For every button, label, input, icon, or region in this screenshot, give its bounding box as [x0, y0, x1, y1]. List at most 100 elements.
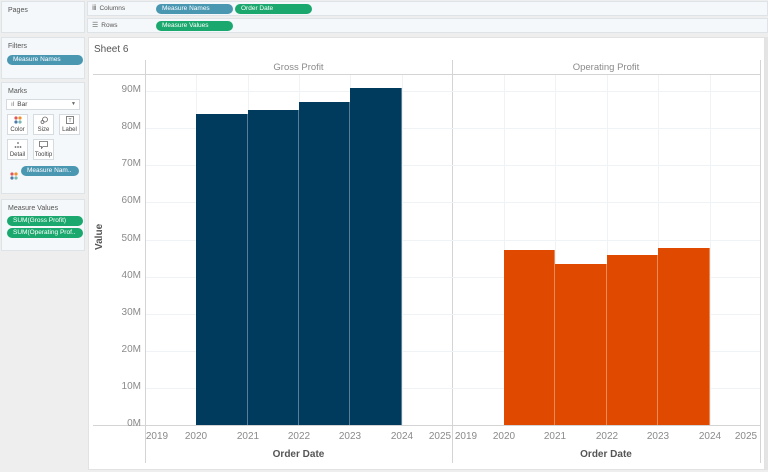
- x-axis-title-right: Order Date: [580, 449, 632, 460]
- y-axis-title: Value: [94, 223, 105, 250]
- columns-label: ⅲ Columns: [92, 5, 126, 12]
- label-label: Label: [62, 127, 77, 133]
- color-dots-icon: [8, 116, 27, 126]
- svg-text:T: T: [68, 118, 71, 124]
- pane-header-operating-profit: Operating Profit: [572, 62, 640, 73]
- x-tick-label: 2019: [145, 431, 169, 442]
- pane-right-edge: [760, 60, 761, 463]
- pane-divider: [452, 60, 453, 463]
- detail-button[interactable]: Detail: [7, 139, 28, 160]
- columns-shelf[interactable]: ⅲ Columns Measure Names Order Date: [87, 1, 768, 16]
- gridline-vertical: [710, 75, 711, 425]
- x-tick-label: 2024: [390, 431, 414, 442]
- gridline-horizontal: [146, 350, 760, 352]
- size-icon: [34, 116, 53, 126]
- y-tick-label: 10M: [121, 380, 141, 392]
- vertical-scrollbar[interactable]: [765, 37, 768, 470]
- x-tick-label: 2025: [734, 431, 758, 442]
- y-tick-label: 50M: [121, 232, 141, 244]
- tooltip-button[interactable]: Tooltip: [33, 139, 54, 160]
- y-tick-label: 0M: [127, 418, 141, 429]
- rows-label: ☰ Rows: [92, 22, 118, 29]
- column-pill-order-date[interactable]: Order Date: [235, 4, 312, 14]
- gridline-horizontal: [146, 239, 760, 241]
- filters-title: Filters: [8, 43, 28, 50]
- bar-gross-profit-2021[interactable]: [248, 110, 299, 425]
- column-pill-measure-names[interactable]: Measure Names: [156, 4, 233, 14]
- y-axis-line: [145, 60, 146, 463]
- color-encoding-icon: [10, 167, 18, 185]
- gridline-horizontal: [146, 91, 760, 93]
- x-tick-label: 2022: [595, 431, 619, 442]
- marks-title: Marks: [8, 88, 28, 95]
- x-axis-title-left: Order Date: [272, 449, 325, 460]
- bar-operating-profit-2021[interactable]: [555, 263, 607, 425]
- tooltip-icon: [34, 141, 53, 151]
- gridline-horizontal: [146, 387, 760, 389]
- y-tick-label: 30M: [121, 306, 141, 318]
- x-tick-label: 2023: [646, 431, 670, 442]
- pages-card[interactable]: Pages: [1, 1, 85, 33]
- chevron-down-icon: ▼: [71, 101, 76, 107]
- rows-icon: ☰: [92, 22, 99, 29]
- gridline-horizontal: [146, 202, 760, 204]
- gridline-horizontal: [146, 313, 760, 315]
- columns-icon: ⅲ: [92, 5, 97, 12]
- pages-title: Pages: [8, 7, 28, 14]
- x-tick-label: 2023: [338, 431, 362, 442]
- size-button[interactable]: Size: [33, 114, 54, 135]
- bar-operating-profit-2022[interactable]: [607, 254, 658, 425]
- color-pill-measure-names[interactable]: Measure Nam..: [21, 166, 79, 176]
- y-tick-label: 90M: [121, 84, 141, 96]
- bar-operating-profit-2020[interactable]: [504, 249, 555, 425]
- bar-gross-profit-2023[interactable]: [350, 88, 402, 425]
- x-tick-label: 2019: [454, 431, 478, 442]
- x-tick-label: 2021: [543, 431, 567, 442]
- sheet-title: Sheet 6: [94, 44, 129, 55]
- measure-pill-operating-profit[interactable]: SUM(Operating Prof..: [7, 228, 83, 238]
- measure-values-title: Measure Values: [8, 205, 59, 212]
- color-button[interactable]: Color: [7, 114, 28, 135]
- x-tick-label: 2020: [184, 431, 208, 442]
- bar-chart-icon: ıl: [11, 101, 15, 108]
- tooltip-label: Tooltip: [34, 152, 53, 158]
- gridline-vertical: [402, 75, 403, 425]
- x-tick-label: 2024: [698, 431, 722, 442]
- mark-type-dropdown[interactable]: ıl Bar ▼: [6, 99, 80, 110]
- color-label: Color: [10, 127, 25, 133]
- gridline-vertical: [555, 75, 556, 425]
- label-icon: T: [60, 116, 79, 126]
- bar-gross-profit-2020[interactable]: [196, 114, 248, 425]
- bar-operating-profit-2023[interactable]: [658, 248, 710, 425]
- y-tick-label: 40M: [121, 269, 141, 281]
- y-tick-label: 80M: [121, 121, 141, 133]
- gridline-vertical: [607, 75, 608, 425]
- y-tick-label: 60M: [121, 195, 141, 207]
- rows-shelf[interactable]: ☰ Rows Measure Values: [87, 18, 768, 33]
- size-label: Size: [37, 127, 50, 133]
- detail-label: Detail: [9, 152, 26, 158]
- filter-pill-measure-names[interactable]: Measure Names: [7, 55, 83, 65]
- x-tick-label: 2022: [287, 431, 311, 442]
- measure-values-card: Measure Values SUM(Gross Profit) SUM(Ope…: [1, 199, 85, 251]
- label-button[interactable]: T Label: [59, 114, 80, 135]
- x-tick-label: 2025: [428, 431, 452, 442]
- x-tick-label: 2021: [236, 431, 260, 442]
- pane-header-gross-profit: Gross Profit: [273, 62, 324, 73]
- measure-pill-gross-profit[interactable]: SUM(Gross Profit): [7, 216, 83, 226]
- x-axis-baseline: [93, 425, 760, 426]
- y-tick-label: 20M: [121, 343, 141, 355]
- detail-icon: [8, 141, 27, 151]
- mark-type-value: Bar: [17, 101, 28, 108]
- gridline-horizontal: [146, 165, 760, 167]
- y-tick-label: 70M: [121, 158, 141, 170]
- row-pill-measure-values[interactable]: Measure Values: [156, 21, 233, 31]
- bar-gross-profit-2022[interactable]: [299, 102, 350, 425]
- filters-card[interactable]: Filters Measure Names: [1, 37, 85, 79]
- x-tick-label: 2020: [492, 431, 516, 442]
- gridline-horizontal: [146, 276, 760, 278]
- gridline-horizontal: [146, 128, 760, 130]
- header-divider: [93, 74, 760, 75]
